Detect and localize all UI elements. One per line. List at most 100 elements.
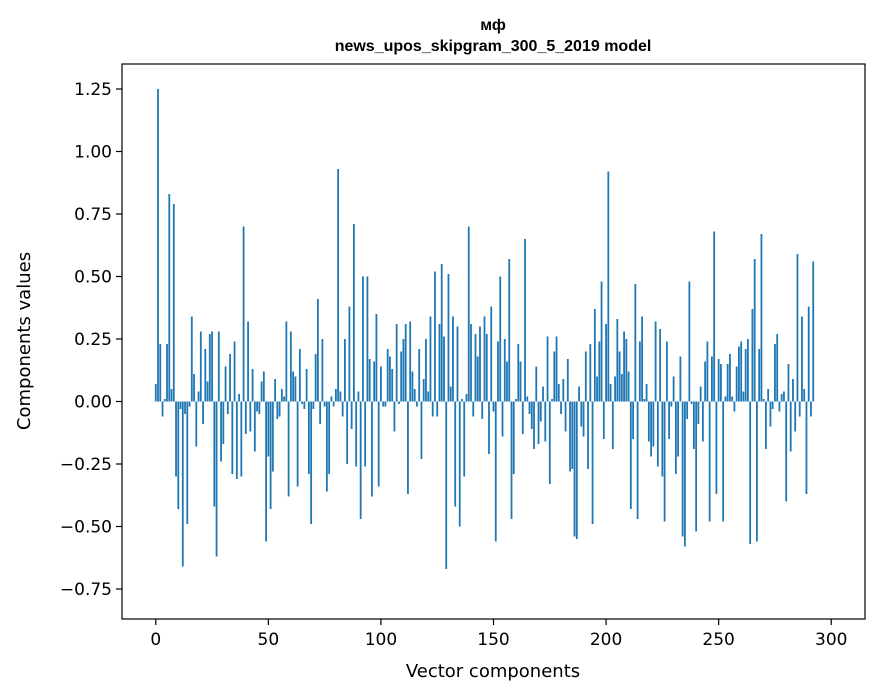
bar	[190, 316, 193, 402]
bar	[668, 401, 671, 439]
bar	[247, 321, 249, 402]
bar	[614, 376, 616, 402]
bar	[499, 276, 502, 402]
bar	[724, 396, 727, 402]
bar	[787, 364, 790, 402]
bar	[359, 401, 362, 519]
bar	[355, 401, 358, 467]
bar	[805, 401, 808, 494]
chart-title-line1: мф	[480, 17, 506, 34]
bar	[747, 339, 749, 402]
bar	[337, 169, 340, 402]
bar	[623, 331, 625, 402]
bar	[168, 194, 171, 402]
bar	[161, 401, 164, 417]
bar	[508, 259, 511, 402]
bar	[490, 306, 493, 402]
bar	[404, 324, 407, 402]
bar	[796, 254, 799, 402]
bar	[699, 386, 702, 402]
bar	[465, 394, 468, 402]
bar	[334, 389, 337, 402]
bar	[416, 401, 418, 407]
bar	[521, 401, 524, 434]
bar	[616, 319, 619, 402]
bar	[296, 401, 299, 487]
bar	[253, 401, 256, 452]
bar	[163, 399, 166, 402]
bar	[213, 401, 216, 507]
bar	[580, 401, 583, 427]
bar	[510, 401, 513, 519]
bar	[366, 276, 369, 402]
bar	[546, 336, 549, 402]
bar	[204, 349, 207, 402]
bar	[803, 389, 806, 402]
bar	[573, 401, 576, 537]
bar	[780, 394, 783, 402]
bar	[524, 239, 526, 402]
bar	[186, 401, 189, 524]
bar	[434, 271, 436, 402]
bar	[393, 401, 396, 432]
bar	[551, 399, 553, 402]
bar	[409, 321, 412, 402]
bar	[548, 401, 551, 484]
bar	[368, 359, 371, 402]
bar	[758, 349, 761, 402]
bar	[249, 401, 252, 432]
bar	[269, 401, 272, 509]
bar	[364, 401, 367, 467]
bar	[449, 386, 452, 402]
bar	[353, 224, 355, 402]
y-tick-label: 0.75	[74, 205, 112, 225]
bar	[289, 331, 292, 402]
bar	[177, 401, 180, 509]
bar	[697, 401, 700, 424]
bar	[350, 401, 353, 429]
bar	[436, 401, 439, 417]
bar	[199, 331, 202, 402]
bar	[708, 401, 711, 522]
bar	[526, 396, 529, 402]
bar	[620, 374, 623, 402]
bar	[481, 401, 484, 419]
bar	[438, 324, 441, 402]
bar	[377, 401, 380, 487]
bar	[172, 204, 175, 402]
bar	[229, 354, 231, 402]
bar	[251, 369, 254, 402]
bar	[330, 396, 333, 402]
bar	[512, 401, 515, 474]
bar	[425, 339, 427, 402]
bar	[157, 89, 159, 402]
bar	[206, 381, 209, 402]
bar	[812, 261, 815, 402]
bar	[314, 354, 317, 402]
bar	[271, 401, 274, 472]
bar	[674, 401, 677, 474]
bar	[515, 399, 517, 402]
bar	[798, 401, 801, 417]
bar	[756, 401, 758, 542]
bar	[636, 401, 639, 519]
bar	[429, 316, 432, 402]
bar	[774, 344, 776, 402]
bar	[238, 394, 240, 402]
bar	[717, 359, 720, 402]
bar	[181, 401, 184, 567]
bar	[323, 401, 326, 407]
bar	[607, 171, 610, 402]
bar	[305, 369, 308, 402]
y-tick-label: −0.50	[60, 518, 112, 538]
bar	[325, 401, 328, 492]
bar	[256, 401, 258, 412]
bar	[233, 341, 236, 402]
bar	[618, 351, 621, 402]
bar	[575, 401, 578, 539]
bar	[298, 349, 301, 402]
bar	[560, 401, 562, 414]
bar	[652, 401, 655, 447]
bar	[555, 336, 558, 402]
